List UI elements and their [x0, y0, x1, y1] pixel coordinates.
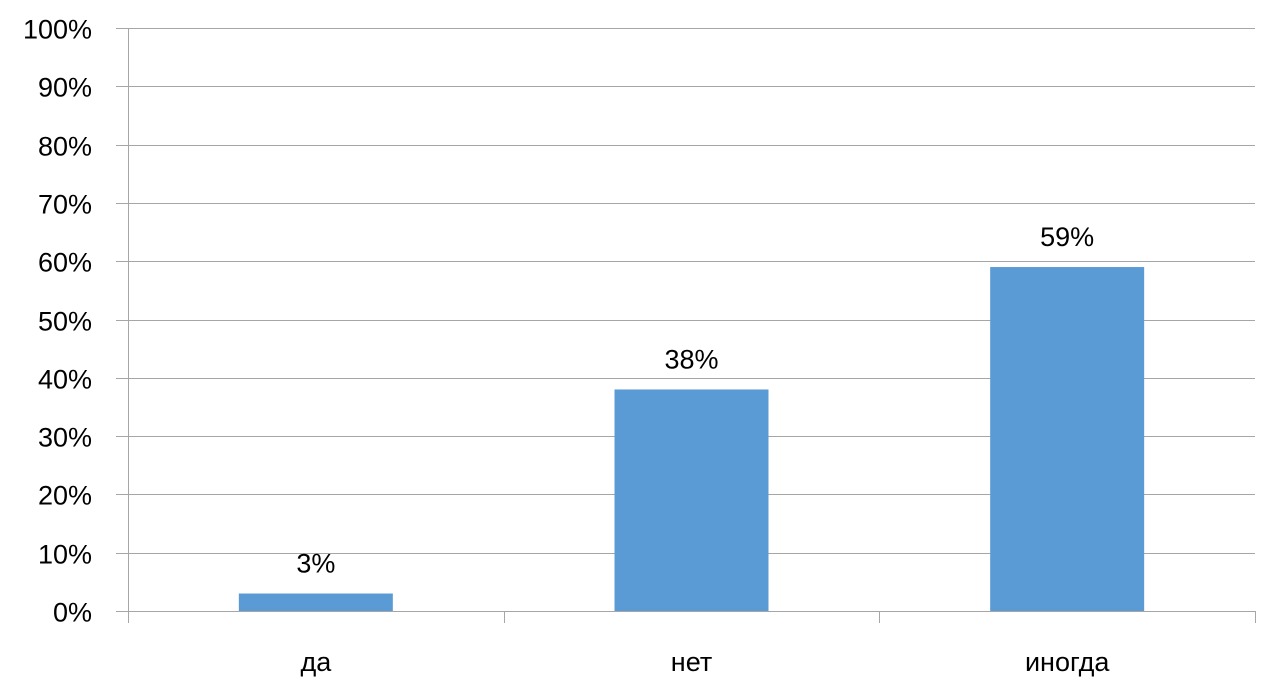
- x-tick-label: нет: [671, 647, 712, 677]
- bars: [238, 267, 1145, 611]
- data-labels: 3% 38% 59%: [296, 222, 1094, 578]
- gridlines: [116, 28, 1255, 612]
- y-tick-label: 20%: [38, 481, 92, 511]
- x-tick-labels: да нет иногда: [300, 647, 1110, 677]
- bar: [614, 389, 769, 611]
- data-label: 3%: [296, 549, 335, 579]
- axes: [128, 28, 1256, 623]
- data-label: 59%: [1040, 222, 1094, 252]
- bar: [990, 267, 1145, 611]
- bar: [238, 593, 393, 611]
- y-tick-label: 70%: [38, 190, 92, 220]
- y-tick-label: 30%: [38, 423, 92, 453]
- x-tick-label: да: [300, 647, 332, 677]
- y-tick-label: 40%: [38, 365, 92, 395]
- y-tick-label: 0%: [53, 598, 92, 628]
- x-tick-label: иногда: [1025, 647, 1110, 677]
- y-tick-label: 80%: [38, 132, 92, 162]
- y-tick-label: 50%: [38, 307, 92, 337]
- y-tick-label: 60%: [38, 248, 92, 278]
- y-tick-labels: 0% 10% 20% 30% 40% 50% 60% 70% 80% 90% 100%: [23, 15, 92, 628]
- y-tick-label: 10%: [38, 540, 92, 570]
- data-label: 38%: [664, 344, 718, 374]
- y-tick-label: 100%: [23, 15, 92, 45]
- y-tick-label: 90%: [38, 73, 92, 103]
